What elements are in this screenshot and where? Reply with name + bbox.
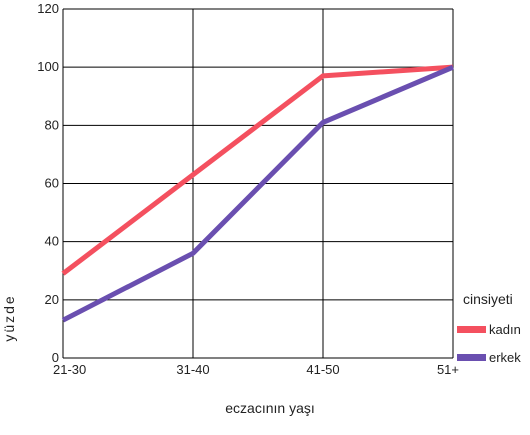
y-tick-label: 20 xyxy=(45,292,59,307)
y-tick-label: 80 xyxy=(45,117,59,132)
x-tick-label: 21-30 xyxy=(53,362,86,377)
y-tick-label: 60 xyxy=(45,176,59,191)
x-tick-label: 41-50 xyxy=(306,362,339,377)
legend-label: erkek xyxy=(489,350,521,365)
y-tick-label: 40 xyxy=(45,234,59,249)
x-tick-label: 51+ xyxy=(437,362,459,377)
series-lines xyxy=(61,64,454,323)
y-tick-label: 0 xyxy=(52,350,59,365)
legend-items: kadın erkek xyxy=(457,322,521,365)
series-line-kadın xyxy=(61,64,454,276)
legend-swatch-erkek xyxy=(457,354,486,361)
tick-labels: 0 20 40 60 80 100 120 21-30 31-40 41-50 51+ xyxy=(37,1,459,377)
x-tick-label: 31-40 xyxy=(176,362,209,377)
y-tick-label: 120 xyxy=(37,1,59,16)
legend-swatch-kadın xyxy=(457,326,486,333)
grid xyxy=(62,8,454,359)
y-axis-label: yüzde xyxy=(1,294,17,341)
legend-label: kadın xyxy=(489,322,521,337)
legend-title: cinsiyeti xyxy=(463,291,513,307)
legend: cinsiyeti kadın erkek xyxy=(457,291,521,365)
series-line-erkek xyxy=(61,64,454,323)
x-axis-label: eczacının yaşı xyxy=(225,400,315,416)
y-tick-label: 100 xyxy=(37,59,59,74)
